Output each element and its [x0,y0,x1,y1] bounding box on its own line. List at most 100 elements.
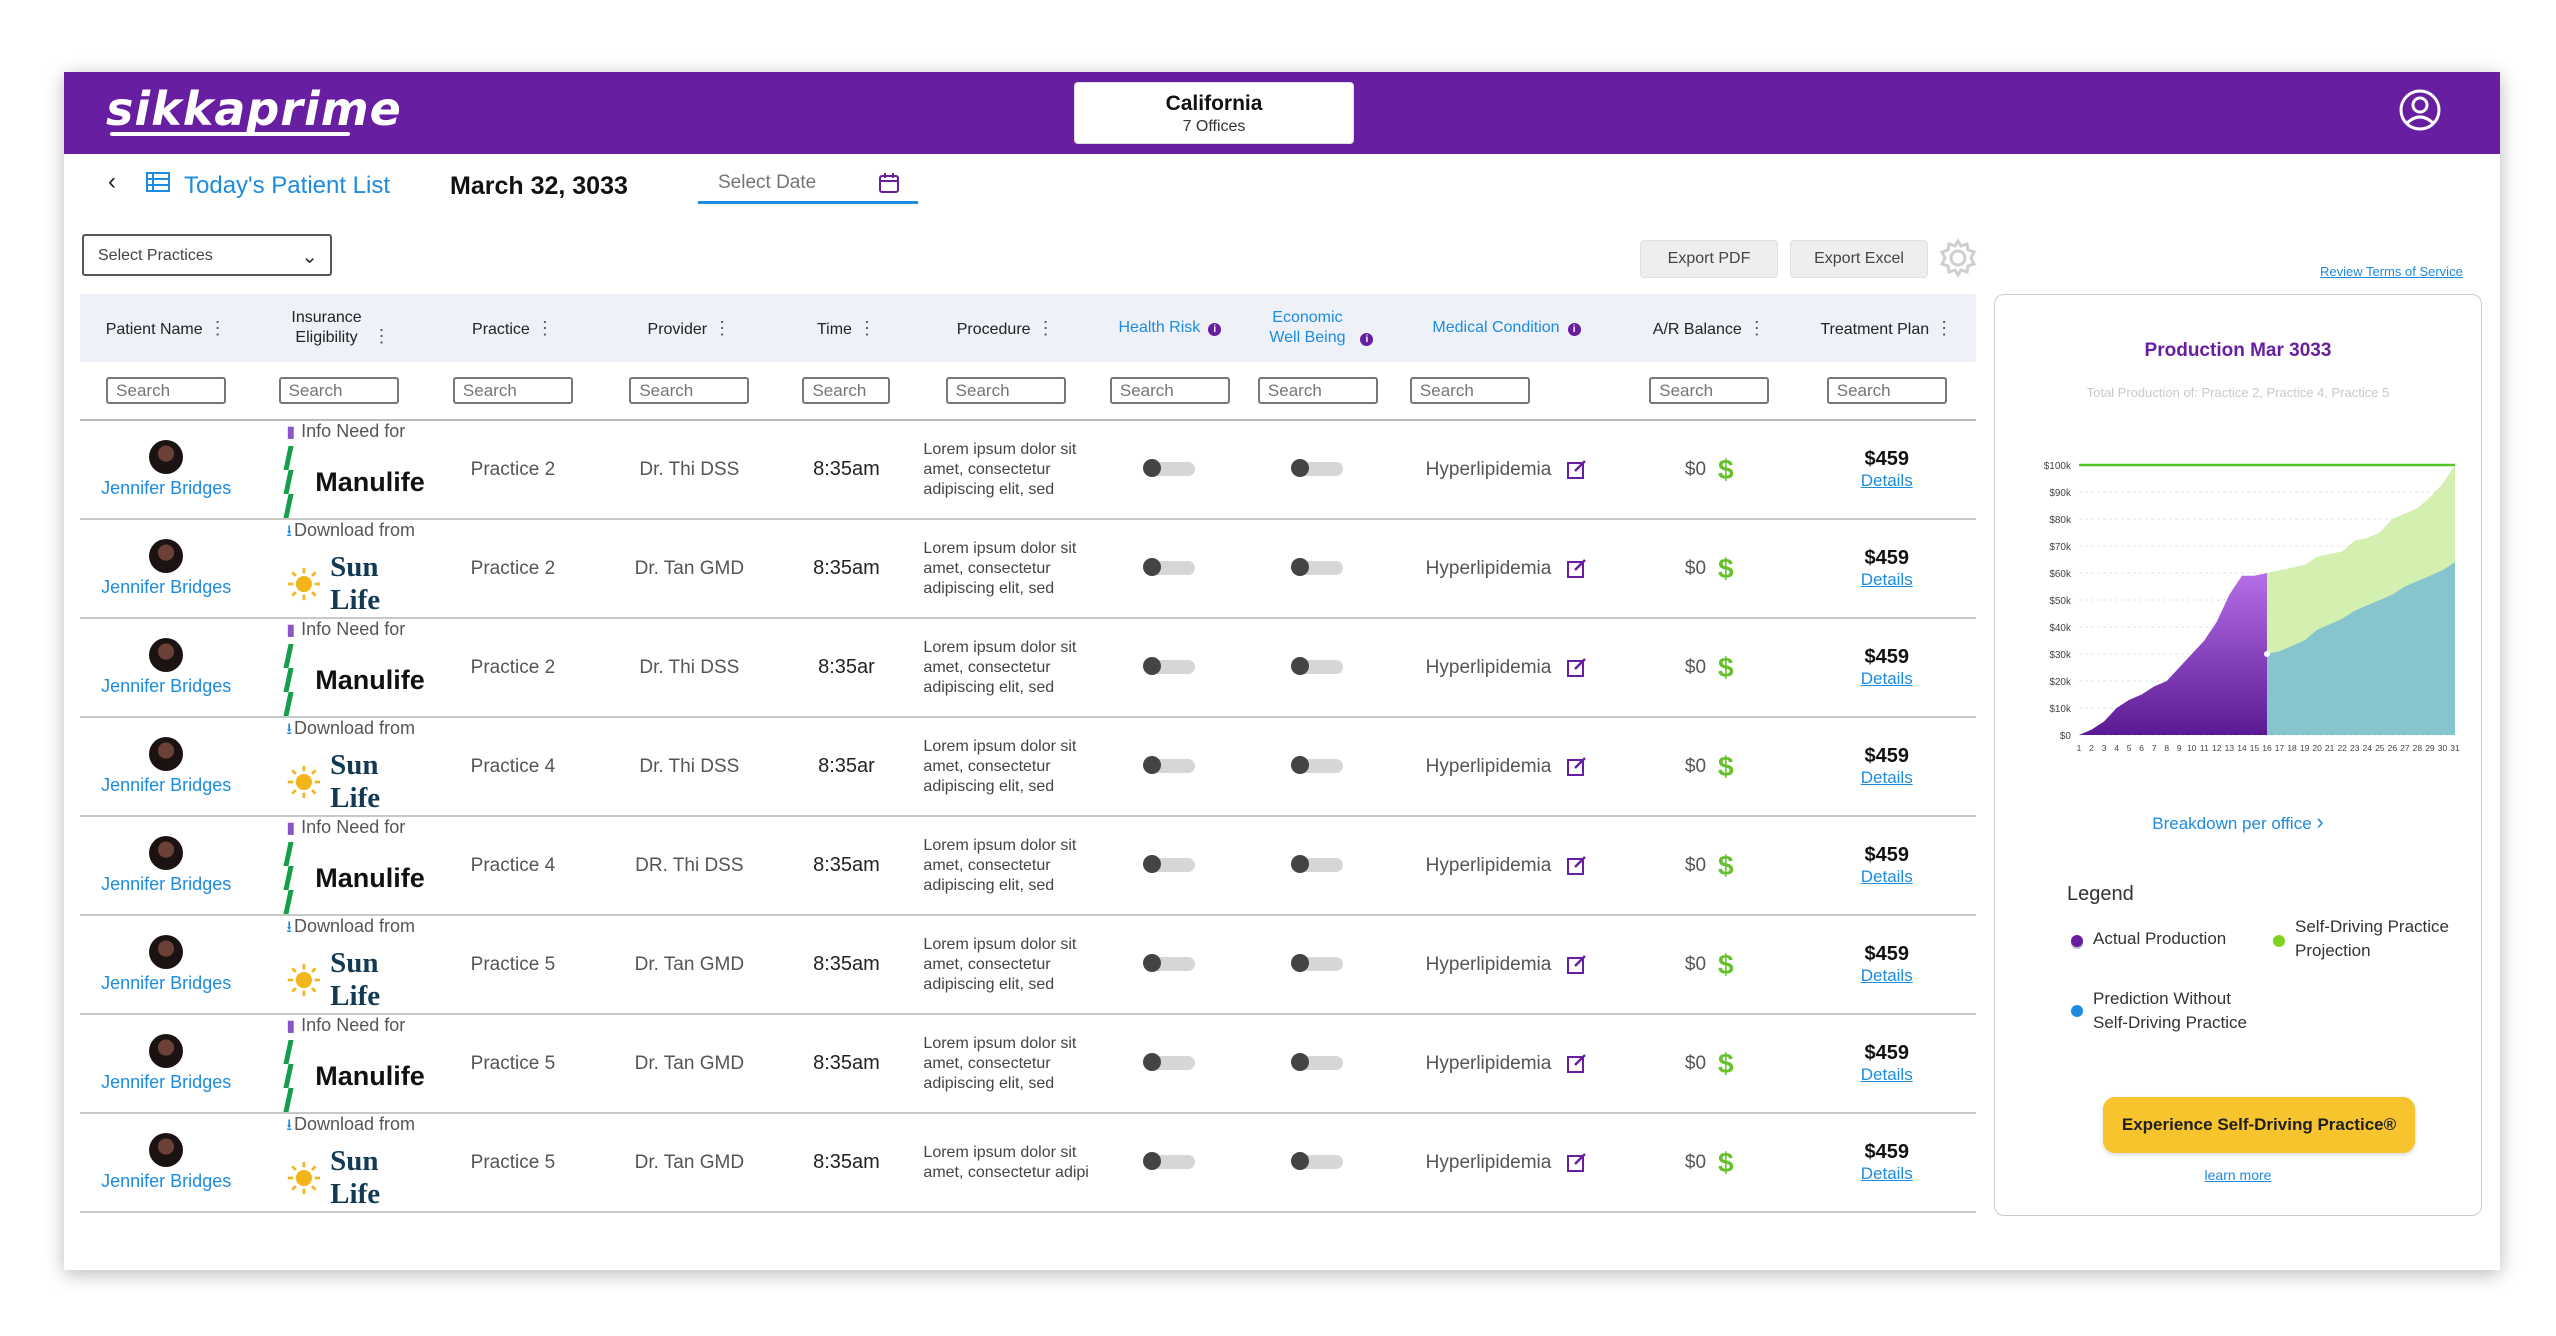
patient-name-link[interactable]: Jennifer Bridges [101,477,232,498]
search-input-insurance[interactable] [278,377,399,404]
date-picker-input[interactable] [698,164,918,204]
health-risk-toggle[interactable] [1142,657,1195,676]
details-link[interactable]: Details [1860,1164,1913,1183]
insurance-cell[interactable]: ⭳ Download from Sun Life [252,1113,425,1213]
column-header-procedure[interactable]: Procedure ⋮ [915,294,1096,362]
column-header-practice[interactable]: Practice ⋮ [424,294,602,362]
calendar-icon[interactable] [878,172,900,194]
details-link[interactable]: Details [1860,471,1913,490]
table-row[interactable]: Jennifer Bridges ▮ Info Need for Manulife Pr… [80,1014,1976,1114]
column-header-provider[interactable]: Provider ⋮ [601,294,778,362]
practice-select[interactable]: Select Practices ⌄ [82,234,332,276]
search-input-practice[interactable] [452,377,573,404]
column-header-patient-name[interactable]: Patient Name ⋮ [80,294,253,362]
patient-name-link[interactable]: Jennifer Bridges [101,972,232,993]
edit-icon[interactable] [1567,756,1587,777]
health-risk-toggle[interactable] [1142,756,1195,775]
search-input-time[interactable] [802,377,891,404]
edit-icon[interactable] [1567,459,1587,480]
search-input-health-risk[interactable] [1109,377,1230,404]
dollar-icon[interactable]: $ [1718,453,1734,485]
health-risk-toggle[interactable] [1142,954,1195,973]
patient-name-link[interactable]: Jennifer Bridges [101,774,232,795]
patient-name-link[interactable]: Jennifer Bridges [101,873,232,894]
economic-toggle[interactable] [1290,1152,1343,1171]
table-row[interactable]: Jennifer Bridges ⭳ Download from Sun Life Pr… [80,519,1976,619]
insurance-cell[interactable]: ▮ Info Need for Manulife [252,420,425,520]
search-input-treatment-plan[interactable] [1826,377,1947,404]
health-risk-toggle[interactable] [1142,558,1195,577]
experience-self-driving-button[interactable]: Experience Self-Driving Practice® [2103,1097,2415,1153]
economic-toggle[interactable] [1290,657,1343,676]
economic-toggle[interactable] [1290,954,1343,973]
economic-toggle[interactable] [1290,1053,1343,1072]
column-header-treatment-plan[interactable]: Treatment Plan ⋮ [1797,294,1976,362]
column-header-medical-condition[interactable]: Medical Condition i [1391,294,1622,362]
search-input-ar-balance[interactable] [1649,377,1770,404]
table-row[interactable]: Jennifer Bridges ⭳ Download from Sun Life Pr… [80,915,1976,1015]
economic-toggle[interactable] [1290,756,1343,775]
dollar-icon[interactable]: $ [1718,552,1734,584]
dollar-icon[interactable]: $ [1718,1047,1734,1079]
patient-name-link[interactable]: Jennifer Bridges [101,1071,232,1092]
back-chevron-icon[interactable]: ‹ [108,168,116,195]
dollar-icon[interactable]: $ [1718,849,1734,881]
search-input-procedure[interactable] [945,377,1066,404]
column-header-time[interactable]: Time ⋮ [777,294,916,362]
edit-icon[interactable] [1567,1053,1587,1074]
edit-icon[interactable] [1567,558,1587,579]
review-terms-link[interactable]: Review Terms of Service [2320,264,2463,279]
table-row[interactable]: Jennifer Bridges ▮ Info Need for Manulife Pr… [80,618,1976,718]
insurance-cell[interactable]: ▮ Info Need for Manulife [252,618,425,718]
column-header-insurance[interactable]: Insurance Eligibility ⋮ [252,294,425,362]
table-row[interactable]: Jennifer Bridges ▮ Info Need for Manulife Pr… [80,420,1976,520]
dollar-icon[interactable]: $ [1718,948,1734,980]
search-input-economic-well-being[interactable] [1257,377,1378,404]
details-link[interactable]: Details [1860,768,1913,787]
economic-toggle[interactable] [1290,558,1343,577]
details-link[interactable]: Details [1860,867,1913,886]
export-pdf-button[interactable]: Export PDF [1640,240,1778,278]
table-row[interactable]: Jennifer Bridges ▮ Info Need for Manulife Pr… [80,816,1976,916]
search-input-medical-condition[interactable] [1409,377,1530,404]
details-link[interactable]: Details [1860,570,1913,589]
insurance-cell[interactable]: ▮ Info Need for Manulife [252,816,425,916]
details-link[interactable]: Details [1860,966,1913,985]
edit-icon[interactable] [1567,657,1587,678]
breakdown-per-office-link[interactable]: Breakdown per office › [2152,809,2324,834]
details-link[interactable]: Details [1860,1065,1913,1084]
export-excel-button[interactable]: Export Excel [1790,240,1928,278]
economic-toggle[interactable] [1290,855,1343,874]
patient-name-link[interactable]: Jennifer Bridges [101,675,232,696]
user-account-icon[interactable] [2398,88,2442,132]
health-risk-toggle[interactable] [1142,855,1195,874]
sikkaprime-logo[interactable]: sikkaprime [106,82,402,136]
insurance-cell[interactable]: ⭳ Download from Sun Life [252,717,425,817]
dollar-icon[interactable]: $ [1718,1146,1734,1178]
table-row[interactable]: Jennifer Bridges ⭳ Download from Sun Life Pr… [80,1113,1976,1213]
economic-toggle[interactable] [1290,459,1343,478]
health-risk-toggle[interactable] [1142,1152,1195,1171]
health-risk-toggle[interactable] [1142,1053,1195,1072]
patient-name-link[interactable]: Jennifer Bridges [101,1170,232,1191]
state-selector[interactable]: California 7 Offices [1074,82,1354,144]
patient-name-link[interactable]: Jennifer Bridges [101,576,232,597]
table-row[interactable]: Jennifer Bridges ⭳ Download from Sun Life Pr… [80,717,1976,817]
dollar-icon[interactable]: $ [1718,651,1734,683]
details-link[interactable]: Details [1860,669,1913,688]
edit-icon[interactable] [1567,855,1587,876]
learn-more-link[interactable]: learn more [2204,1167,2272,1183]
column-header-ar-balance[interactable]: A/R Balance ⋮ [1621,294,1798,362]
insurance-cell[interactable]: ⭳ Download from Sun Life [252,915,425,1015]
column-header-economic-well-being[interactable]: Economic Well Being i [1243,294,1392,362]
health-risk-toggle[interactable] [1142,459,1195,478]
column-header-health-risk[interactable]: Health Risk i [1095,294,1244,362]
search-input-patient-name[interactable] [106,377,227,404]
insurance-cell[interactable]: ⭳ Download from Sun Life [252,519,425,619]
edit-icon[interactable] [1567,1152,1587,1173]
dollar-icon[interactable]: $ [1718,750,1734,782]
insurance-cell[interactable]: ▮ Info Need for Manulife [252,1014,425,1114]
edit-icon[interactable] [1567,954,1587,975]
search-input-provider[interactable] [629,377,750,404]
gear-icon[interactable] [1938,238,1978,278]
